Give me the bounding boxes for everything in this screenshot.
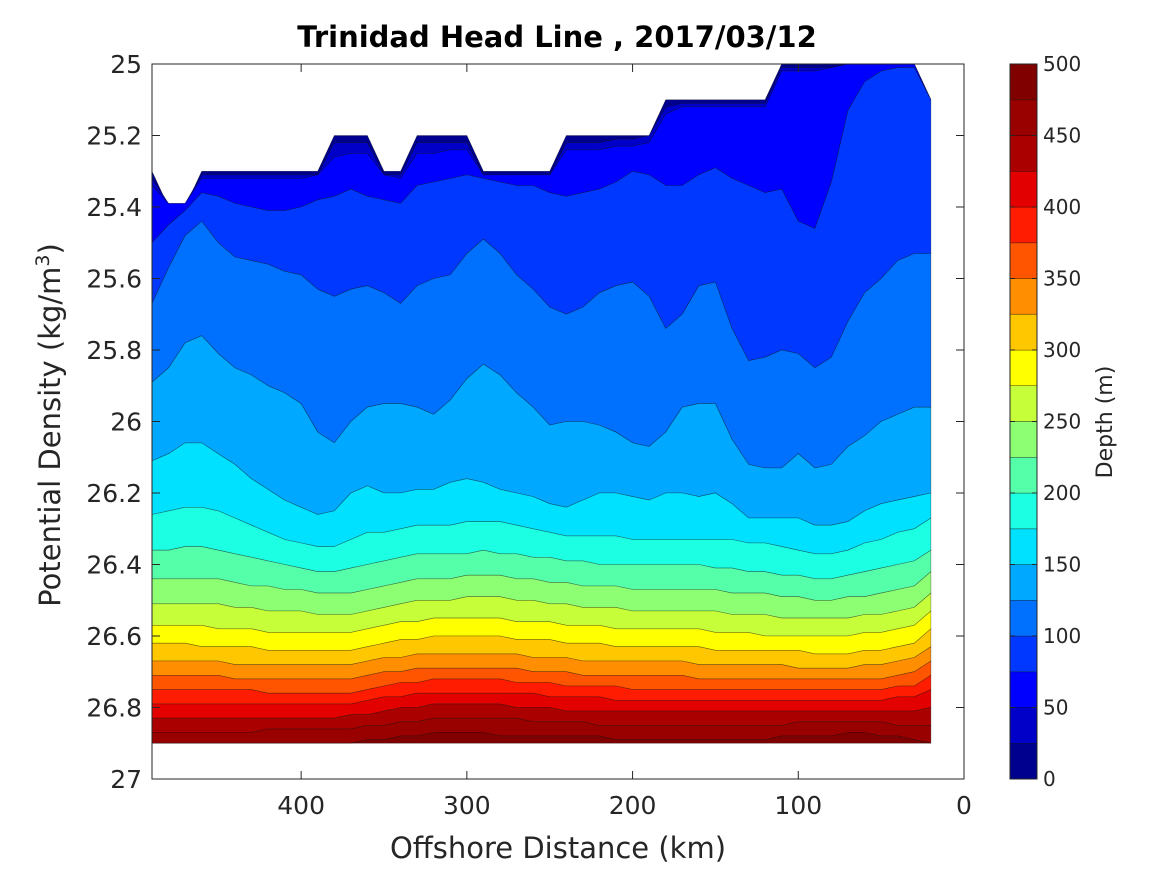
y-axis-label-superscript: 3 bbox=[32, 254, 54, 266]
colorbar-tick-label-5: 250 bbox=[1043, 410, 1081, 434]
colorbar-swatch-14 bbox=[1009, 242, 1038, 279]
colorbar-swatch-7 bbox=[1009, 492, 1038, 530]
colorbar-swatch-19 bbox=[1009, 63, 1038, 101]
colorbar-swatch-10 bbox=[1009, 385, 1038, 422]
colorbar-swatch-13 bbox=[1009, 278, 1038, 315]
x-tick-label-4: 0 bbox=[956, 791, 972, 820]
colorbar-swatch-12 bbox=[1009, 313, 1038, 351]
colorbar-swatch-3 bbox=[1009, 635, 1038, 673]
x-tick-label-1: 300 bbox=[443, 791, 491, 820]
colorbar-tick-label-10: 500 bbox=[1043, 52, 1081, 76]
x-tick-label-2: 200 bbox=[609, 791, 657, 820]
y-axis-label: Potential Density (kg/m3) bbox=[32, 243, 67, 607]
y-tick-label-4: 25.8 bbox=[86, 336, 142, 365]
colorbar-swatch-1 bbox=[1009, 707, 1038, 744]
y-tick-label-9: 26.8 bbox=[86, 694, 142, 723]
x-axis-label: Offshore Distance (km) bbox=[390, 831, 726, 865]
colorbar-swatch-15 bbox=[1009, 206, 1038, 244]
chart-title: Trinidad Head Line , 2017/03/12 bbox=[297, 20, 817, 54]
x-tick-label-3: 100 bbox=[774, 791, 822, 820]
y-axis-label-close: ) bbox=[33, 243, 67, 254]
y-axis: 25 25.2 25.4 25.6 25.8 26 26.2 26.4 26.6 26.8 27 bbox=[86, 50, 964, 794]
colorbar-tick-label-1: 50 bbox=[1043, 696, 1068, 720]
y-tick-label-0: 25 bbox=[110, 50, 142, 79]
colorbar-tick-label-2: 100 bbox=[1043, 624, 1081, 648]
colorbar-swatch-0 bbox=[1009, 742, 1038, 780]
colorbar-swatch-11 bbox=[1009, 349, 1038, 387]
contour-band-19 bbox=[152, 732, 931, 744]
colorbar-swatch-4 bbox=[1009, 599, 1038, 637]
y-tick-label-2: 25.4 bbox=[86, 193, 142, 222]
colorbar-swatch-17 bbox=[1009, 135, 1038, 172]
y-tick-label-1: 25.2 bbox=[86, 122, 142, 151]
x-tick-label-0: 400 bbox=[277, 791, 325, 820]
y-axis-label-main: Potential Density (kg/m bbox=[33, 267, 67, 607]
colorbar-swatch-6 bbox=[1009, 528, 1038, 565]
colorbar-swatch-9 bbox=[1009, 421, 1038, 458]
colorbar-label: Depth (m) bbox=[1093, 366, 1118, 479]
y-tick-label-8: 26.6 bbox=[86, 622, 142, 651]
colorbar-tick-label-8: 400 bbox=[1043, 195, 1081, 219]
colorbar-tick-label-7: 350 bbox=[1043, 267, 1081, 291]
y-tick-label-5: 26 bbox=[110, 408, 142, 437]
colorbar-tick-label-9: 450 bbox=[1043, 124, 1081, 148]
contour-fill-layer bbox=[152, 64, 932, 744]
colorbar-tick-label-3: 150 bbox=[1043, 553, 1081, 577]
colorbar-tick-label-4: 200 bbox=[1043, 481, 1081, 505]
y-tick-label-10: 27 bbox=[110, 765, 142, 794]
colorbar: 0 50 100 150 200 250 300 350 400 450 500 bbox=[1009, 52, 1081, 791]
colorbar-swatch-18 bbox=[1009, 99, 1038, 136]
colorbar-swatch-2 bbox=[1009, 671, 1038, 708]
colorbar-swatch-8 bbox=[1009, 456, 1038, 494]
x-axis: 400 300 200 100 0 bbox=[277, 64, 972, 820]
colorbar-swatch-5 bbox=[1009, 564, 1038, 601]
colorbar-tick-label-0: 0 bbox=[1043, 767, 1056, 791]
y-tick-label-3: 25.6 bbox=[86, 265, 142, 294]
colorbar-tick-label-6: 300 bbox=[1043, 338, 1081, 362]
colorbar-swatch-16 bbox=[1009, 171, 1038, 208]
y-tick-label-7: 26.4 bbox=[86, 551, 142, 580]
y-tick-label-6: 26.2 bbox=[86, 479, 142, 508]
